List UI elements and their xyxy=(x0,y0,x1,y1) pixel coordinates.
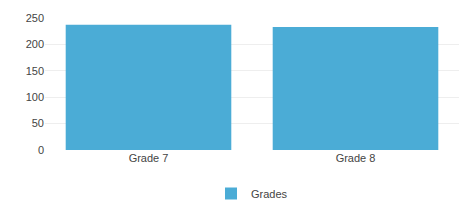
svg-text:50: 50 xyxy=(32,117,44,129)
svg-text:250: 250 xyxy=(26,12,44,24)
svg-text:Grade 7: Grade 7 xyxy=(129,152,169,164)
svg-text:0: 0 xyxy=(38,144,44,156)
svg-text:150: 150 xyxy=(26,65,44,77)
svg-text:Grade 8: Grade 8 xyxy=(336,152,376,164)
svg-text:Grades: Grades xyxy=(251,188,288,200)
svg-text:100: 100 xyxy=(26,91,44,103)
svg-text:200: 200 xyxy=(26,38,44,50)
